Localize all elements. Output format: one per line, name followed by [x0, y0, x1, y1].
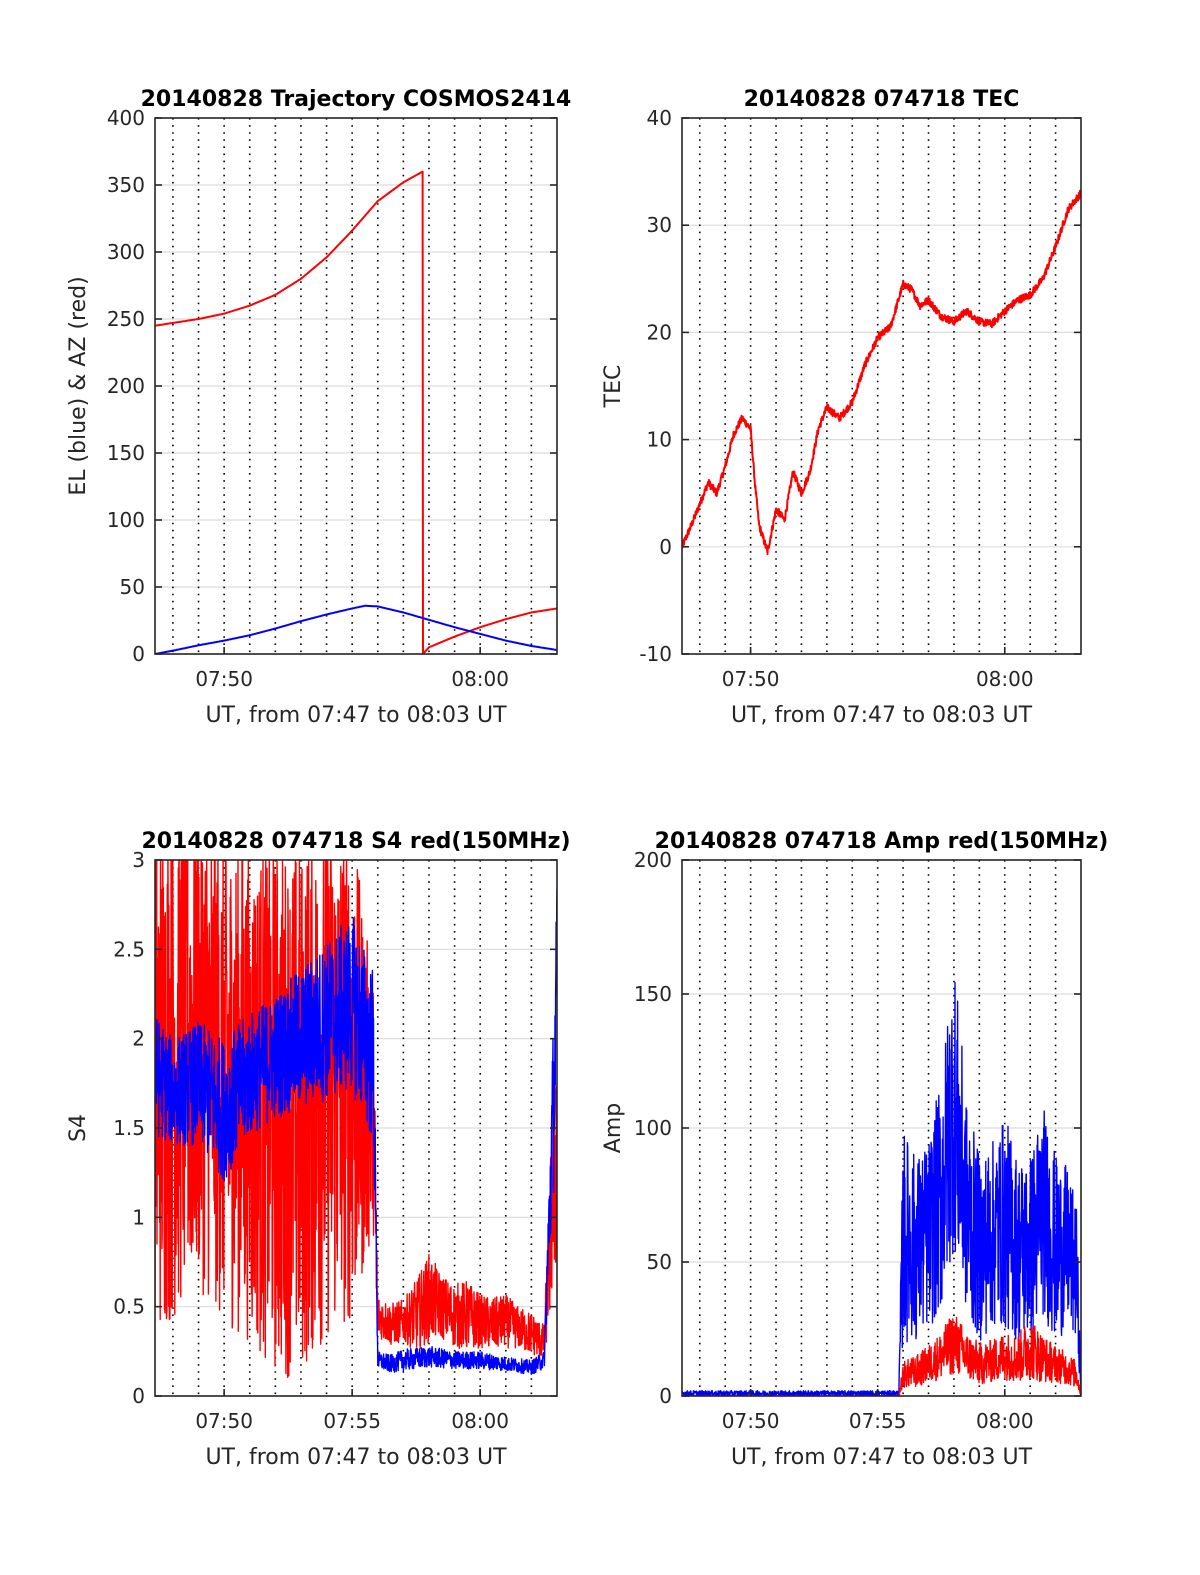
- xtick-label: 07:55: [323, 1409, 381, 1433]
- series-line-red: [682, 1316, 1081, 1396]
- ytick-label: 20: [647, 320, 672, 344]
- chart-title: 20140828 074718 S4 red(150MHz): [141, 829, 570, 854]
- series-line-red: [155, 170, 557, 654]
- xtick-label: 07:50: [722, 1409, 780, 1433]
- ytick-label: 150: [107, 441, 145, 465]
- ytick-label: 0: [132, 1384, 145, 1408]
- x-axis-label: UT, from 07:47 to 08:03 UT: [205, 703, 507, 728]
- chart-title: 20140828 Trajectory COSMOS2414: [141, 87, 572, 112]
- ytick-label: 0: [659, 535, 672, 559]
- ytick-label: 350: [107, 173, 145, 197]
- panel-amp: 0 50 100 150 200 07:50 07:55 08:00 20140828 0747…: [601, 829, 1108, 1470]
- ytick-label: 300: [107, 240, 145, 264]
- y-axis-label: S4: [66, 1114, 91, 1142]
- ytick-label: 250: [107, 307, 145, 331]
- ytick-label: 50: [647, 1250, 672, 1274]
- ytick-label: 400: [107, 106, 145, 130]
- ytick-label: 2: [132, 1027, 145, 1051]
- ytick-label: 100: [634, 1116, 672, 1140]
- xtick-label: 07:50: [195, 1409, 253, 1433]
- series-line-blue: [682, 981, 1081, 1396]
- y-axis-label: EL (blue) & AZ (red): [66, 276, 91, 495]
- ytick-label: 2.5: [113, 937, 145, 961]
- xtick-label: 07:50: [195, 667, 253, 691]
- panel-trajectory: 0 50 100 150 200 250 300 350 400 07:50 08:00 201408…: [66, 87, 571, 728]
- panel-s4: 0 0.5 1 1.5 2 2.5 3 07:50 07:55 08:00 20140828 074…: [66, 829, 571, 1470]
- xtick-label: 08:00: [976, 1409, 1034, 1433]
- x-axis-label: UT, from 07:47 to 08:03 UT: [731, 703, 1033, 728]
- series-line-blue: [155, 604, 557, 654]
- xtick-label: 08:00: [976, 667, 1034, 691]
- series-line-red: [682, 189, 1081, 556]
- axes-box: [681, 117, 1082, 655]
- ytick-label: -10: [639, 642, 672, 666]
- x-axis-label: UT, from 07:47 to 08:03 UT: [205, 1445, 507, 1470]
- x-axis-label: UT, from 07:47 to 08:03 UT: [731, 1445, 1033, 1470]
- chart-title: 20140828 074718 TEC: [744, 87, 1020, 112]
- ytick-label: 1: [132, 1205, 145, 1229]
- ytick-label: 200: [634, 848, 672, 872]
- y-axis-label: Amp: [601, 1103, 626, 1153]
- ytick-label: 200: [107, 374, 145, 398]
- ytick-label: 30: [647, 213, 672, 237]
- xtick-label: 08:00: [451, 1409, 509, 1433]
- ytick-label: 40: [647, 106, 672, 130]
- ytick-label: 100: [107, 508, 145, 532]
- ytick-label: 3: [132, 848, 145, 872]
- ytick-label: 0.5: [113, 1295, 145, 1319]
- ytick-label: 0: [659, 1384, 672, 1408]
- panel-tec: -10 0 10 20 30 40 07:50 08:00 20140828 074718 TE…: [601, 87, 1082, 728]
- series-line-blue: [155, 888, 557, 1375]
- xtick-label: 07:50: [722, 667, 780, 691]
- ytick-label: 50: [120, 575, 145, 599]
- ytick-label: 0: [132, 642, 145, 666]
- xtick-label: 08:00: [451, 667, 509, 691]
- xtick-label: 07:55: [849, 1409, 907, 1433]
- ytick-label: 10: [647, 428, 672, 452]
- ytick-label: 1.5: [113, 1116, 145, 1140]
- chart-title: 20140828 074718 Amp red(150MHz): [655, 829, 1109, 854]
- series-line-red: [155, 860, 557, 1378]
- ytick-label: 150: [634, 982, 672, 1006]
- y-axis-label: TEC: [601, 365, 626, 409]
